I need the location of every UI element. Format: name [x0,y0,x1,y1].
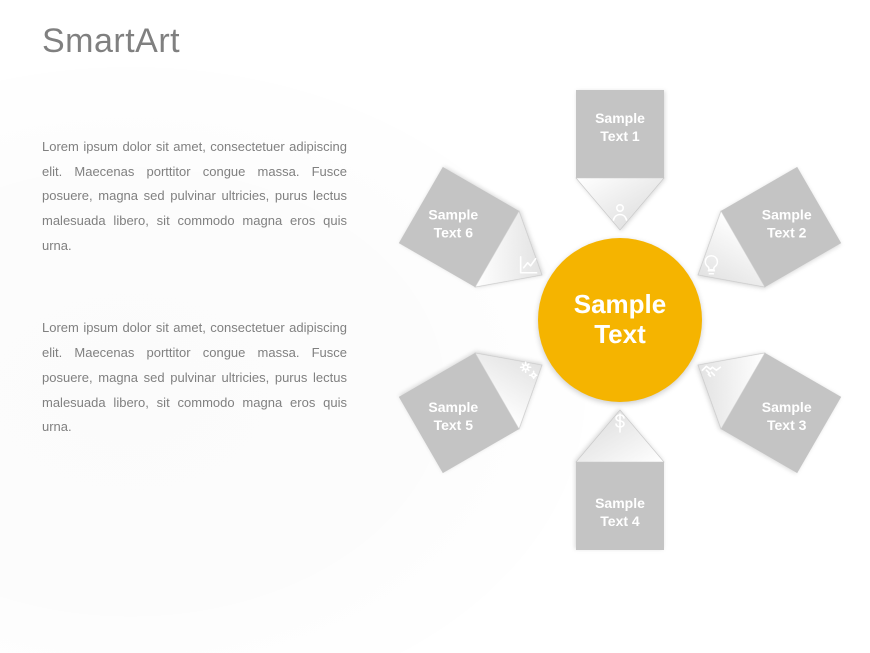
arrow-label: SampleText 4 [575,495,665,530]
diagram-center-circle: SampleText [538,238,702,402]
person-icon [608,200,632,224]
body-paragraph: Lorem ipsum dolor sit amet, consectetuer… [42,135,347,258]
body-text-column: Lorem ipsum dolor sit amet, consectetuer… [42,135,347,498]
page-title: SmartArt [42,22,180,61]
diagram-center-label: SampleText [574,290,667,350]
body-paragraph: Lorem ipsum dolor sit amet, consectetuer… [42,316,347,439]
converging-radial-diagram: SampleText 1 SampleText 2 SampleText 3 [390,90,850,550]
arrow-label: SampleText 1 [575,110,665,145]
dollar-icon [608,416,632,440]
